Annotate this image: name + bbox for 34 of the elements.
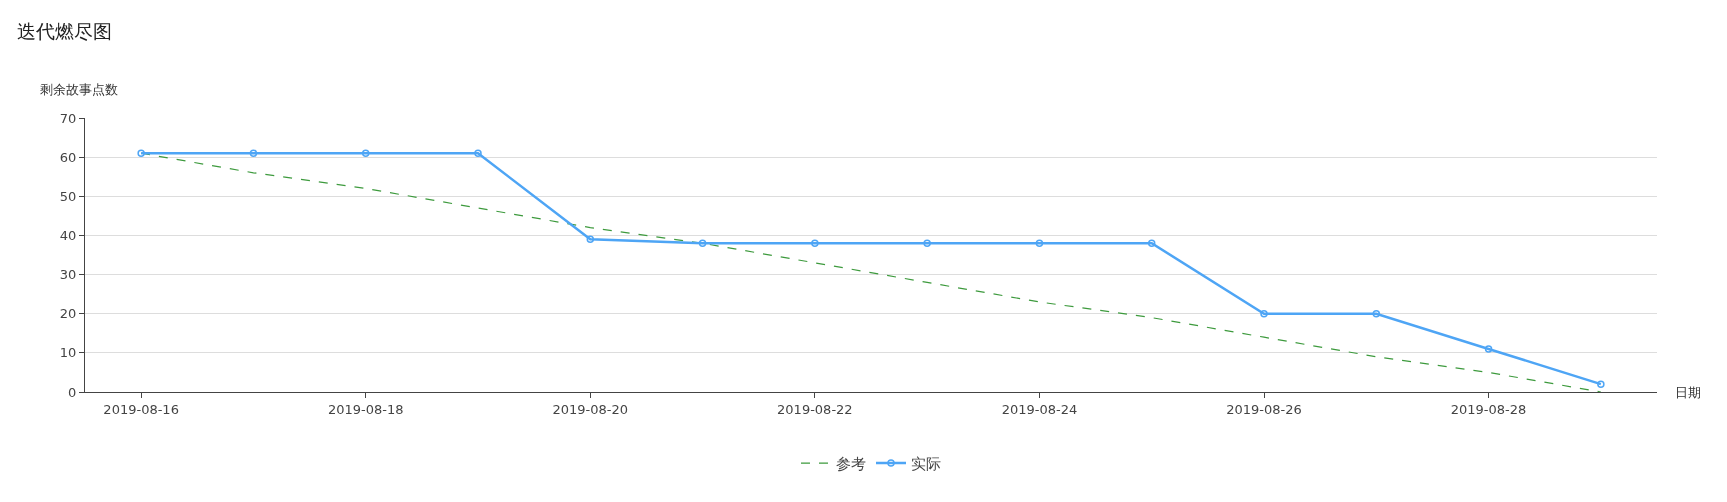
legend-label: 实际 [911,454,941,473]
x-tick-label: 2019-08-24 [1001,401,1078,417]
point [361,149,370,157]
point [1372,309,1381,318]
y-tick-label: 20 [59,306,77,322]
point [1260,309,1268,318]
x-tick-label: 2019-08-28 [1450,401,1527,417]
y-tick-label: 40 [59,227,77,243]
y-axis-title: 剩余故事点数 [40,82,118,97]
x-tick-label: 2019-08-20 [552,401,629,417]
x-tick-label: 2019-08-18 [327,401,404,417]
y-tick-label: 50 [59,188,77,204]
point [923,239,931,248]
y-tick-label: 10 [59,345,77,361]
y-tick-label: 70 [59,110,77,126]
point [1147,239,1156,248]
x-tick-label: 2019-08-16 [103,401,179,417]
y-tick-label: 30 [59,267,77,283]
x-axis-title: 日期 [1675,385,1701,400]
point [1597,380,1605,388]
point [698,239,707,248]
x-tick-label: 2019-08-22 [777,401,853,417]
point [1035,239,1044,248]
point [137,149,145,157]
point [474,149,482,157]
point [1484,345,1493,353]
legend-label: 参考 [836,454,866,473]
point [811,239,819,248]
x-tick-label: 2019-08-26 [1226,401,1302,417]
chart-title: 迭代燃尽图 [17,20,113,43]
point [586,235,595,244]
point [249,149,258,157]
y-tick-label: 60 [59,149,77,165]
y-tick-label: 0 [68,384,77,400]
